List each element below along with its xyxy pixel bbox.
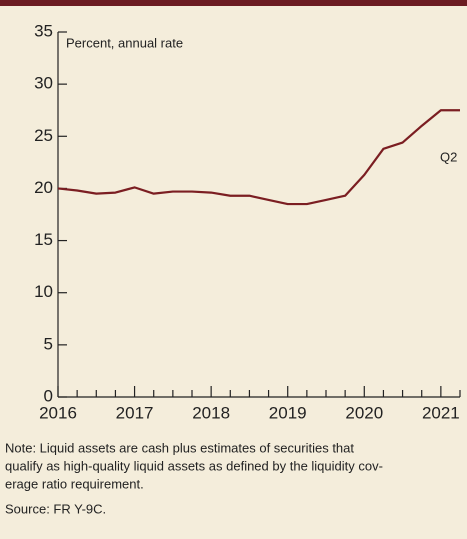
y-tick-label: 20 <box>34 178 53 197</box>
annotation: Q2 <box>440 149 457 164</box>
x-tick-label: 2016 <box>39 403 77 422</box>
x-tick-label: 2018 <box>192 403 230 422</box>
y-tick-label: 35 <box>34 21 53 40</box>
axis-label: Percent, annual rate <box>66 35 183 50</box>
y-tick-label: 15 <box>34 230 53 249</box>
note-line: Note: Liquid assets are cash plus estima… <box>5 440 354 455</box>
y-tick-label: 25 <box>34 126 53 145</box>
x-tick-label: 2020 <box>345 403 383 422</box>
line <box>57 109 460 206</box>
y-tick-label: 5 <box>44 334 53 353</box>
x-tick-label: 2017 <box>116 403 154 422</box>
note-line: qualify as high-quality liquid assets as… <box>5 458 383 473</box>
top-bar <box>0 0 467 6</box>
y-tick-label: 0 <box>44 386 53 405</box>
note-line: erage ratio requirement. <box>5 476 144 491</box>
x-tick-label: 2019 <box>269 403 307 422</box>
y-tick-label: 30 <box>34 74 53 93</box>
x-tick-label: 2021 <box>422 403 460 422</box>
y-tick-label: 10 <box>34 282 53 301</box>
source: Source: FR Y-9C. <box>5 501 106 516</box>
